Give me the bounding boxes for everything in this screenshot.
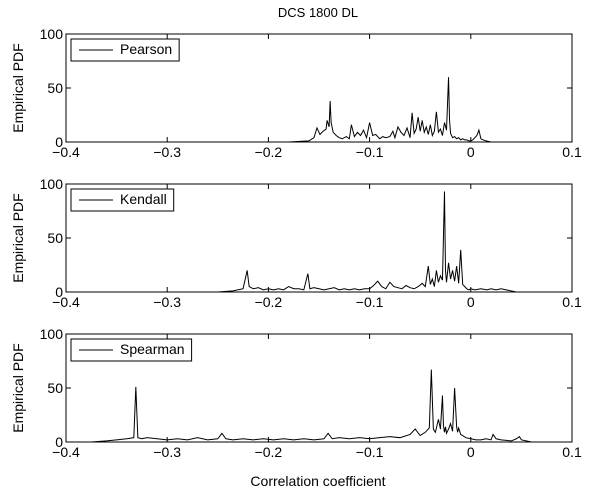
- y-tick-label: 50: [47, 80, 63, 96]
- x-tick-label: −0.4: [52, 444, 80, 460]
- legend: Pearson: [70, 38, 180, 62]
- x-tick-label: 0: [467, 144, 475, 160]
- y-tick-label: 100: [40, 326, 64, 342]
- x-tick-label: −0.3: [153, 144, 181, 160]
- series-line-pearson: [66, 77, 572, 143]
- legend-label: Spearman: [120, 341, 185, 357]
- x-tick-label: −0.1: [356, 294, 384, 310]
- y-tick-label: 100: [40, 176, 64, 192]
- x-tick-label: −0.4: [52, 144, 80, 160]
- x-tick-label: −0.2: [255, 294, 283, 310]
- x-tick-label: −0.2: [255, 444, 283, 460]
- x-tick-label: −0.3: [153, 294, 181, 310]
- legend: Spearman: [70, 338, 193, 362]
- legend: Kendall: [70, 188, 175, 212]
- legend-box: [70, 188, 175, 212]
- x-tick-label: −0.1: [356, 144, 384, 160]
- panel-kendall: −0.4 −0.3 −0.2 −0.1 0 0.1 0 50 100 Empirical PDF K…: [10, 176, 582, 310]
- legend-label: Kendall: [120, 191, 167, 207]
- y-tick-label: 50: [47, 380, 63, 396]
- legend-label: Pearson: [120, 41, 172, 57]
- legend-box: [70, 338, 193, 362]
- y-tick-label: 50: [47, 230, 63, 246]
- x-tick-label: −0.2: [255, 144, 283, 160]
- legend-box: [70, 38, 180, 62]
- panel-spearman: −0.4 −0.3 −0.2 −0.1 0 0.1 0 50 100 Empirical PDF S…: [10, 326, 582, 460]
- panel-pearson: −0.4 −0.3 −0.2 −0.1 0 0.1 0 50 100 Empirical PDF P…: [10, 26, 582, 160]
- y-axis-label: Empirical PDF: [10, 43, 26, 132]
- x-tick-label: 0.1: [562, 144, 582, 160]
- x-tick-label: −0.3: [153, 444, 181, 460]
- x-tick-label: −0.1: [356, 444, 384, 460]
- x-tick-label: 0: [467, 294, 475, 310]
- x-tick-label: 0.1: [562, 294, 582, 310]
- series-line-spearman: [66, 369, 572, 443]
- figure-title: DCS 1800 DL: [278, 5, 358, 20]
- y-axis-label: Empirical PDF: [10, 343, 26, 432]
- x-tick-label: 0: [467, 444, 475, 460]
- y-tick-label: 100: [40, 26, 64, 42]
- y-axis-label: Empirical PDF: [10, 193, 26, 282]
- y-tick-label: 0: [55, 434, 63, 450]
- series-line-kendall: [66, 191, 572, 293]
- x-tick-label: −0.4: [52, 294, 80, 310]
- x-tick-label: 0.1: [562, 444, 582, 460]
- y-tick-label: 0: [55, 134, 63, 150]
- y-tick-label: 0: [55, 284, 63, 300]
- x-axis-label: Correlation coefficient: [250, 473, 385, 489]
